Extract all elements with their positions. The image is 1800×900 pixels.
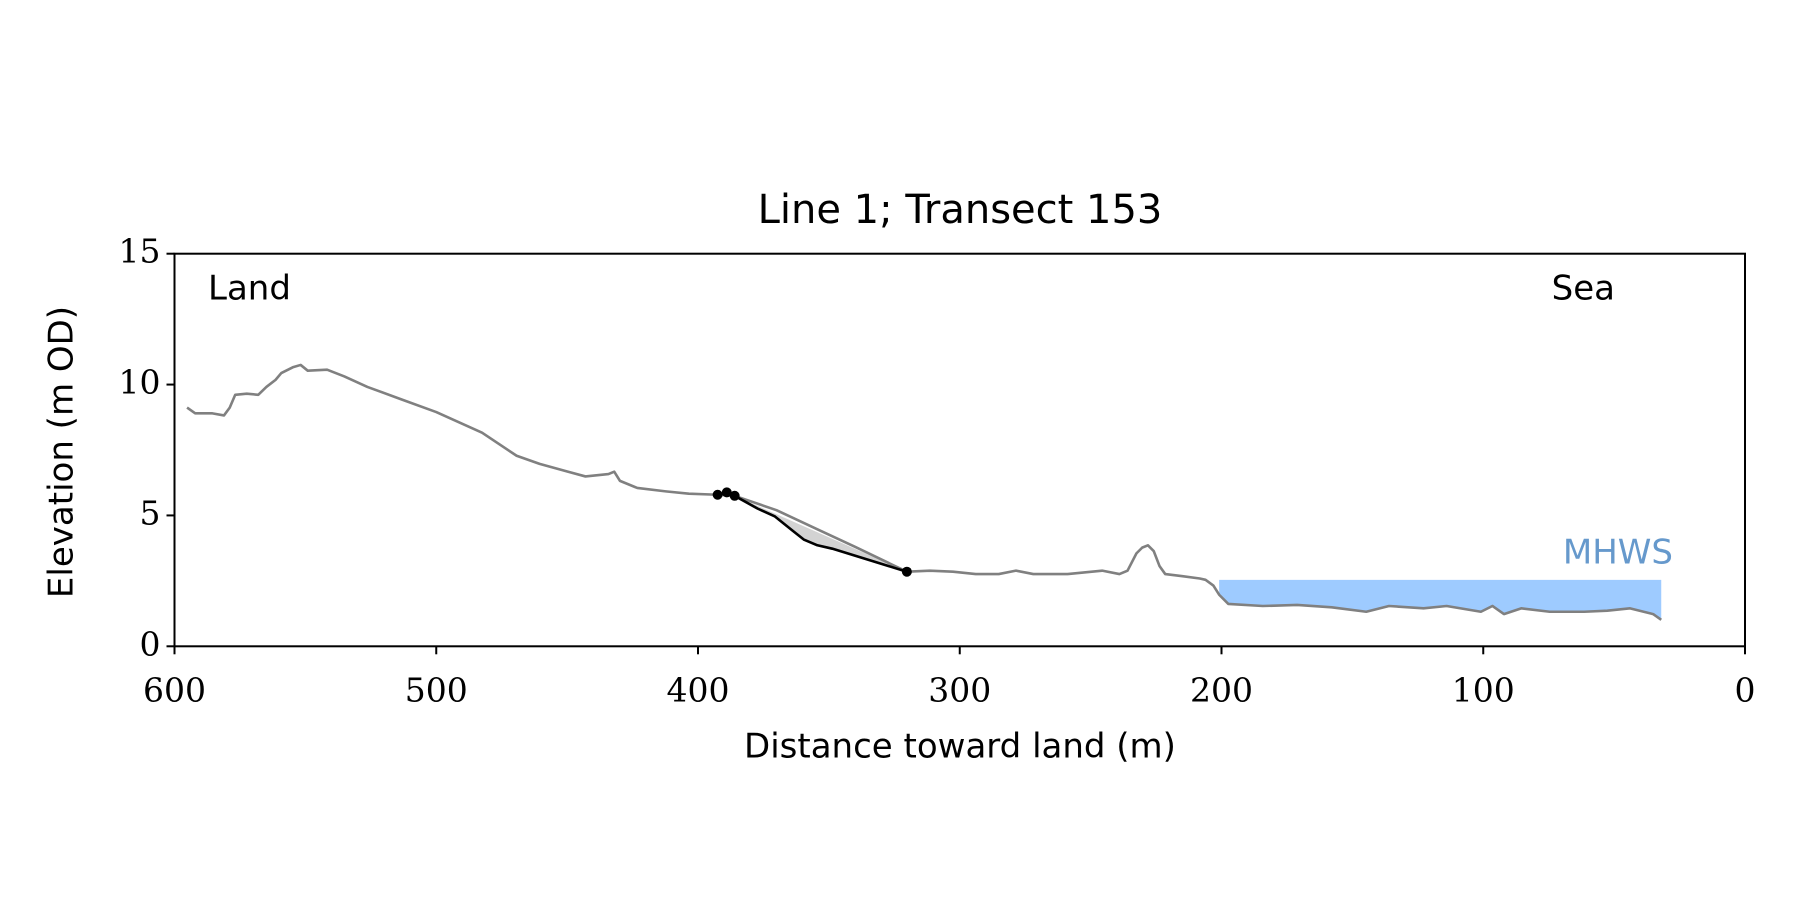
annotation-mhws: MHWS bbox=[1563, 533, 1673, 573]
segment-area bbox=[734, 495, 907, 572]
profile-line bbox=[186, 363, 1662, 621]
x-tick-label: 300 bbox=[928, 670, 991, 709]
x-tick-label: 400 bbox=[667, 670, 730, 709]
y-tick-label: 5 bbox=[140, 493, 161, 532]
chart-title: Line 1; Transect 153 bbox=[758, 187, 1163, 233]
x-tick-label: 200 bbox=[1190, 670, 1253, 709]
x-tick-label: 600 bbox=[143, 670, 206, 709]
x-tick-label: 500 bbox=[405, 670, 468, 709]
y-tick-label: 0 bbox=[140, 624, 161, 663]
mhws-area bbox=[1219, 579, 1662, 620]
x-tick-label: 100 bbox=[1452, 670, 1515, 709]
y-tick-label: 15 bbox=[119, 232, 161, 271]
segment-point bbox=[721, 487, 732, 498]
annotation-sea: Sea bbox=[1552, 269, 1615, 309]
y-tick-label: 10 bbox=[119, 363, 161, 402]
segment-point bbox=[901, 566, 912, 577]
x-axis-label: Distance toward land (m) bbox=[744, 727, 1176, 767]
segment-point bbox=[729, 490, 740, 501]
x-tick-label: 0 bbox=[1735, 670, 1756, 709]
segment-point bbox=[712, 489, 723, 500]
y-axis-label: Elevation (m OD) bbox=[42, 306, 82, 598]
annotation-land: Land bbox=[208, 269, 291, 309]
